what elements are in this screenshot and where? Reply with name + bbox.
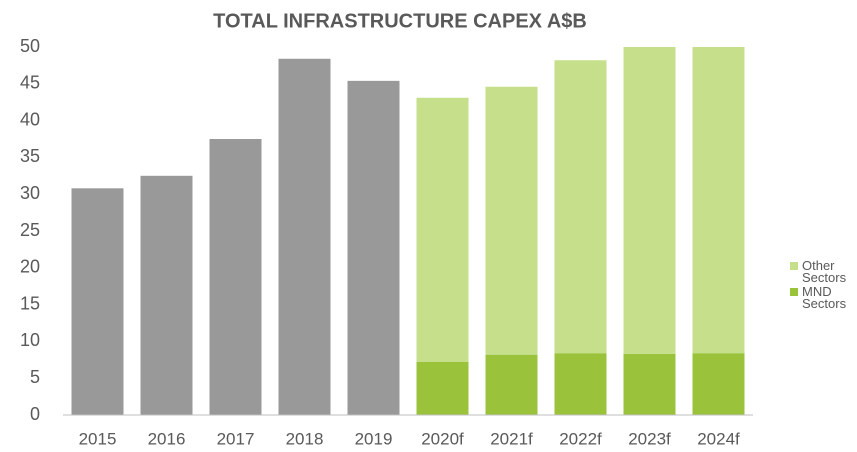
y-tick-label: 30 bbox=[20, 183, 40, 203]
x-tick-label: 2019 bbox=[355, 429, 393, 448]
x-tick-label: 2018 bbox=[286, 429, 324, 448]
y-tick-label: 0 bbox=[30, 404, 40, 424]
x-tick-label: 2022f bbox=[559, 429, 602, 448]
bar-segment bbox=[554, 353, 607, 415]
legend-swatch bbox=[790, 262, 798, 270]
legend: Other Sectors MND Sectors bbox=[790, 258, 856, 312]
x-tick-label: 2021f bbox=[490, 429, 533, 448]
bar-segment bbox=[347, 80, 400, 415]
bar-segment bbox=[140, 175, 193, 415]
legend-item: MND Sectors bbox=[790, 284, 856, 311]
bar-segment bbox=[71, 188, 124, 415]
x-tick-label: 2016 bbox=[148, 429, 186, 448]
x-tick-label: 2024f bbox=[697, 429, 740, 448]
y-tick-label: 25 bbox=[20, 220, 40, 240]
bar-segment bbox=[209, 139, 262, 415]
bar-segment bbox=[278, 58, 331, 415]
bar-segment bbox=[416, 97, 469, 363]
y-tick-label: 20 bbox=[20, 257, 40, 277]
legend-item: Other Sectors bbox=[790, 258, 856, 285]
y-tick-label: 5 bbox=[30, 367, 40, 387]
x-tick-label: 2023f bbox=[628, 429, 671, 448]
x-tick-label: 2017 bbox=[217, 429, 255, 448]
bar-segment bbox=[416, 362, 469, 415]
y-tick-label: 15 bbox=[20, 293, 40, 313]
chart-title: TOTAL INFRASTRUCTURE CAPEX A$B bbox=[213, 10, 587, 32]
bar-segment bbox=[692, 353, 745, 415]
legend-label: MND Sectors bbox=[802, 284, 847, 311]
bar-segment bbox=[623, 353, 676, 415]
bar-segment bbox=[623, 47, 676, 354]
y-tick-label: 40 bbox=[20, 109, 40, 129]
x-tick-label: 2015 bbox=[79, 429, 117, 448]
y-tick-label: 45 bbox=[20, 73, 40, 93]
legend-label: Other Sectors bbox=[802, 258, 847, 285]
bar-segment bbox=[554, 60, 607, 354]
y-tick-label: 50 bbox=[20, 36, 40, 56]
bar-segment bbox=[692, 47, 745, 354]
bar-segment bbox=[485, 354, 538, 415]
bar-segment bbox=[485, 86, 538, 355]
y-tick-label: 35 bbox=[20, 146, 40, 166]
y-tick-label: 10 bbox=[20, 330, 40, 350]
x-tick-label: 2020f bbox=[421, 429, 464, 448]
legend-swatch bbox=[790, 288, 798, 296]
